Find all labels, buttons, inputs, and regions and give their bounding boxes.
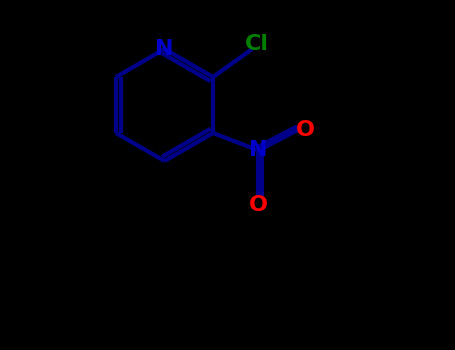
Text: Cl: Cl [245, 34, 269, 54]
Text: N: N [155, 39, 174, 59]
Text: O: O [249, 195, 268, 216]
Text: N: N [249, 140, 268, 161]
Text: O: O [296, 119, 314, 140]
